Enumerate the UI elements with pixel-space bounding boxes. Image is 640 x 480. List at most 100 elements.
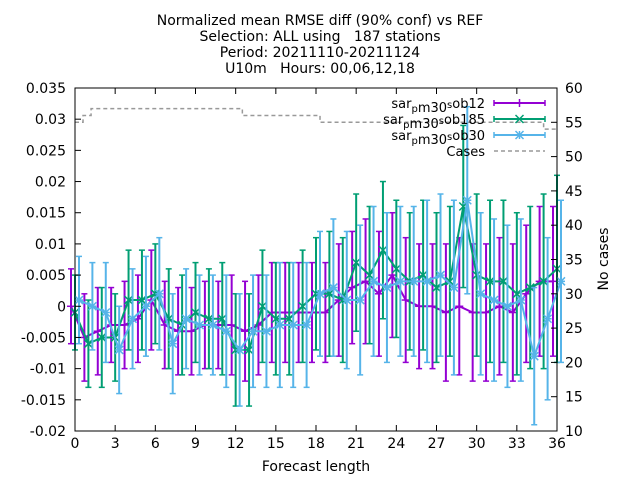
point-marker <box>208 320 218 330</box>
y-tick-label: -0.015 <box>21 393 66 409</box>
x-tick-label: 27 <box>428 436 446 452</box>
point-marker <box>217 314 227 324</box>
point-marker <box>288 320 298 330</box>
x-tick-label: 12 <box>227 436 245 452</box>
y-tick-label: -0.01 <box>30 362 66 378</box>
point-marker <box>257 301 267 311</box>
point-marker <box>391 264 401 274</box>
legend-label-part: sar <box>391 97 412 112</box>
point-marker <box>489 295 499 305</box>
y2-tick-label: 50 <box>565 150 583 166</box>
point-marker <box>525 283 535 293</box>
x-tick-label: 15 <box>267 436 285 452</box>
series-sar_pm30_sob185 <box>70 124 562 407</box>
x-tick-label: 0 <box>71 436 80 452</box>
legend-label: Cases <box>446 145 485 160</box>
legend-label: sarpm30sob185 <box>383 113 485 132</box>
point-marker <box>302 320 312 330</box>
point-marker <box>342 295 352 305</box>
point-marker <box>298 301 308 311</box>
x-tick-label: 36 <box>548 436 566 452</box>
y-tick-label: 0.015 <box>26 206 66 222</box>
y-tick-label: 0.01 <box>35 237 66 253</box>
point-marker <box>431 283 442 293</box>
point-marker <box>168 339 178 349</box>
point-marker <box>516 295 526 305</box>
point-marker <box>181 314 191 324</box>
title-line: Selection: ALL using 187 stations <box>199 29 440 45</box>
legend-label-part: p <box>403 120 409 131</box>
point-marker <box>271 314 281 324</box>
point-marker <box>514 114 525 124</box>
point-marker <box>324 289 334 299</box>
x-tick-label: 33 <box>508 436 526 452</box>
point-marker <box>315 289 325 299</box>
point-marker <box>462 195 472 205</box>
legend-label-part: m30 <box>418 101 447 116</box>
legend-label-part: ob30 <box>452 129 485 144</box>
x-tick-label: 18 <box>307 436 325 452</box>
point-marker <box>369 276 379 286</box>
point-marker <box>204 314 214 324</box>
point-marker <box>128 314 138 324</box>
point-marker <box>514 130 525 140</box>
y-tick-label: -0.02 <box>30 424 66 440</box>
y-tick-label: 0.025 <box>26 143 66 159</box>
y2-tick-label: 60 <box>565 81 583 97</box>
x-tick-label: 6 <box>151 436 160 452</box>
point-marker <box>556 276 566 286</box>
y2-tick-label: 35 <box>565 253 583 269</box>
point-marker <box>435 270 446 280</box>
title-line: Normalized mean RMSE diff (90% conf) vs … <box>157 13 484 29</box>
legend-label-part: s <box>447 100 452 111</box>
y-tick-label: 0 <box>57 299 66 315</box>
x-tick-label: 30 <box>468 436 486 452</box>
point-marker <box>498 276 508 286</box>
point-marker <box>472 270 482 280</box>
point-marker <box>235 345 245 355</box>
point-marker <box>275 320 285 330</box>
y-tick-label: 0.02 <box>35 175 66 191</box>
point-marker <box>422 276 432 286</box>
point-marker <box>365 270 375 280</box>
legend-label-part: ob185 <box>444 113 485 128</box>
point-marker <box>529 351 539 361</box>
point-marker <box>284 314 294 324</box>
point-marker <box>378 245 388 255</box>
y2-tick-label: 40 <box>565 218 583 234</box>
legend-label-part: sar <box>383 113 404 128</box>
point-marker <box>543 314 553 324</box>
title-line: Period: 20211110-20211124 <box>220 45 420 61</box>
point-marker <box>248 326 258 336</box>
point-marker <box>261 326 271 336</box>
legend-label-part: p <box>411 104 417 115</box>
legend-label-part: sar <box>391 129 412 144</box>
point-marker <box>137 295 147 305</box>
legend-label: sarpm30sob12 <box>391 97 485 116</box>
chart-title: Normalized mean RMSE diff (90% conf) vs … <box>157 13 484 77</box>
legend-label: sarpm30sob30 <box>391 129 485 148</box>
legend-label-part: s <box>439 116 444 127</box>
point-marker <box>445 276 455 286</box>
point-marker <box>355 295 365 305</box>
point-marker <box>418 270 428 280</box>
point-marker <box>502 301 512 311</box>
legend-label-part: s <box>447 132 452 143</box>
point-marker <box>539 276 549 286</box>
cases-line <box>75 107 557 130</box>
point-marker <box>409 276 419 286</box>
cases-series <box>75 107 557 130</box>
x-tick-label: 9 <box>191 436 200 452</box>
point-marker <box>194 320 205 330</box>
y2-tick-label: 25 <box>565 321 583 337</box>
point-marker <box>512 289 522 299</box>
y-tick-label: -0.005 <box>21 330 66 346</box>
point-marker <box>351 258 361 268</box>
x-tick-label: 21 <box>347 436 365 452</box>
y2-tick-label: 30 <box>565 287 583 303</box>
point-marker <box>97 332 107 342</box>
y2-tick-label: 15 <box>565 390 583 406</box>
legend-label-part: ob12 <box>452 97 485 112</box>
point-marker <box>74 295 84 305</box>
